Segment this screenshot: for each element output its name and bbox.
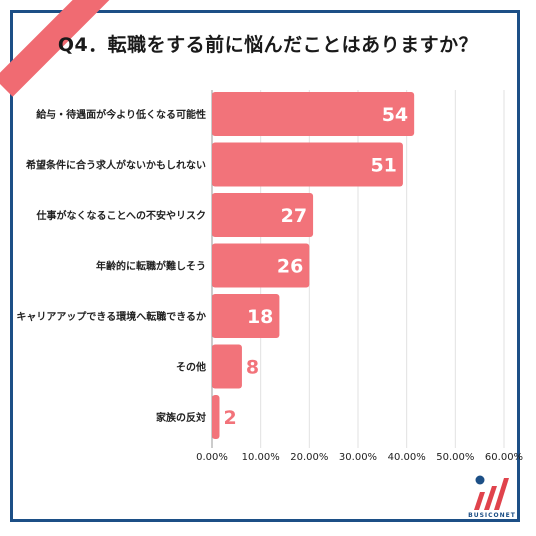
x-tick-label: 30.00% <box>339 452 377 463</box>
bar <box>212 142 403 187</box>
bar <box>212 294 280 338</box>
category-label: 希望条件に合う求人がないかもしれない <box>25 159 206 172</box>
bar <box>212 243 310 288</box>
value-label: 27 <box>281 205 307 227</box>
bar <box>212 344 242 389</box>
logo-text: BUSICONET <box>468 512 516 519</box>
category-label: その他 <box>176 361 206 374</box>
x-tick-label: 50.00% <box>436 452 474 463</box>
chart-title: Q4．転職をする前に悩んだことはありますか？ <box>57 34 479 56</box>
category-label: 仕事がなくなることへの不安やリスク <box>36 209 207 222</box>
category-label: 家族の反対 <box>156 411 206 424</box>
value-label: 51 <box>370 155 396 177</box>
bar <box>212 92 415 136</box>
value-label: 18 <box>247 306 273 328</box>
x-tick-label: 40.00% <box>388 452 426 463</box>
category-label: 給与・待遇面が今より低くなる可能性 <box>36 108 206 121</box>
busiconet-logo <box>474 475 509 510</box>
x-tick-label: 60.00% <box>485 452 523 463</box>
value-label: 26 <box>277 256 303 278</box>
category-label: キャリアアップできる環境へ転職できるか <box>16 310 206 323</box>
bar <box>212 395 220 439</box>
value-label: 54 <box>382 104 408 126</box>
x-tick-label: 20.00% <box>290 452 328 463</box>
x-tick-label: 10.00% <box>242 452 280 463</box>
x-tick-label: 0.00% <box>196 452 228 463</box>
value-label: 8 <box>246 357 259 379</box>
bar <box>212 193 314 237</box>
value-label: 2 <box>223 407 236 429</box>
category-label: 年齢的に転職が難しそう <box>96 260 206 273</box>
